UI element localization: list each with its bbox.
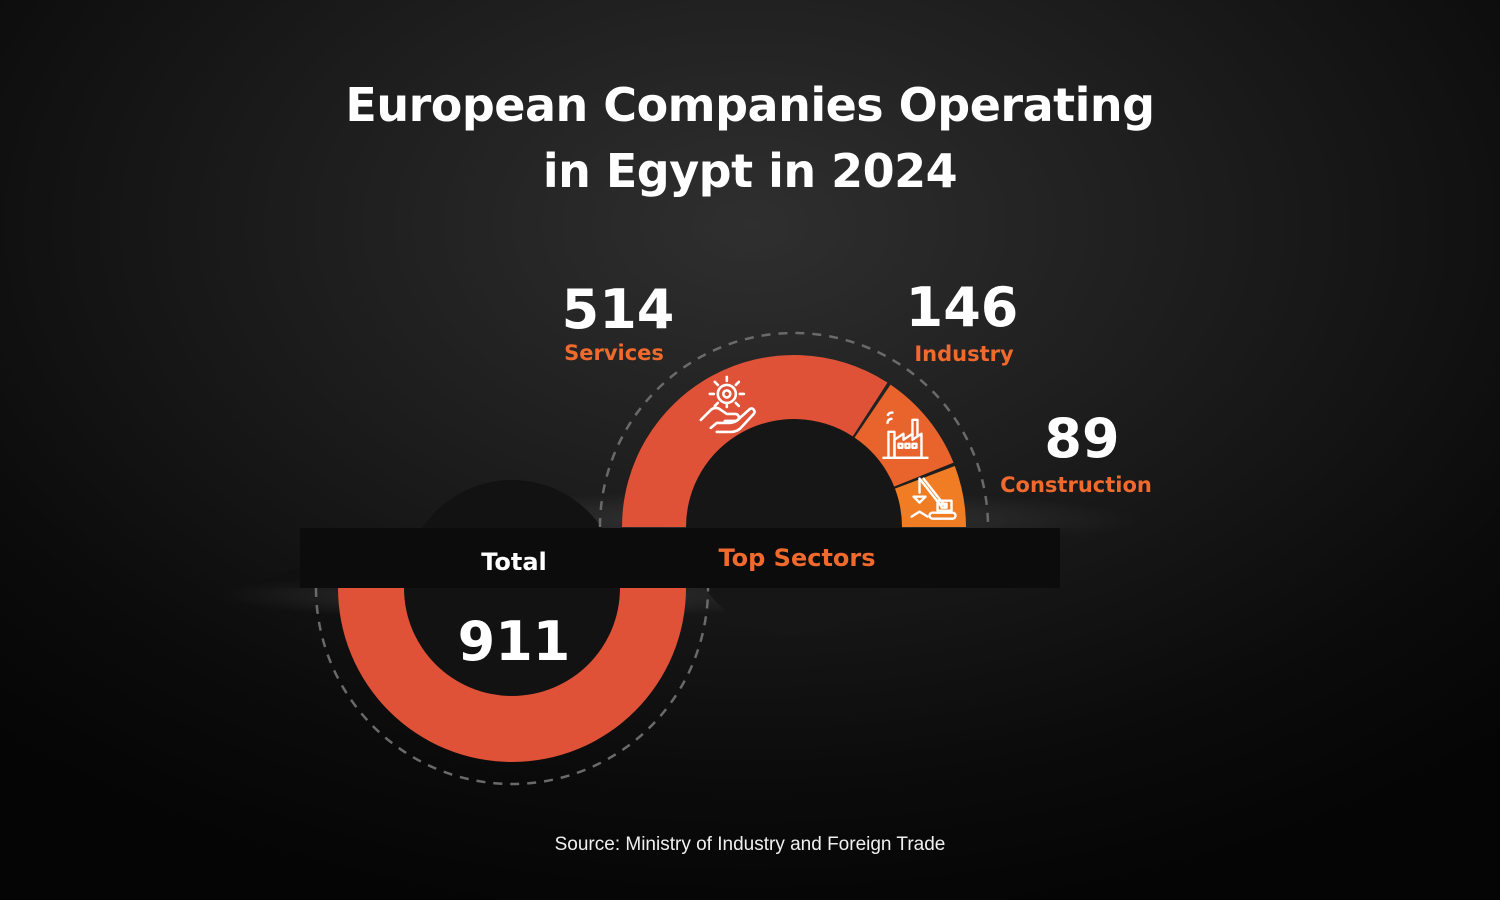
sectors-donut-hole (686, 419, 902, 635)
slice-label-services: 514 Services (562, 278, 675, 365)
label-band-core (300, 528, 1060, 588)
slice-label-construction: 89 Construction (1000, 407, 1152, 497)
factory-icon (882, 411, 929, 459)
label-services: Services (564, 341, 664, 365)
hand-gear-icon (699, 375, 756, 434)
slice-services (622, 354, 888, 527)
crane-icon (910, 477, 957, 520)
label-industry: Industry (914, 342, 1014, 366)
total-guide-arc (314, 587, 710, 786)
value-services: 514 (562, 278, 675, 341)
title-line-1: European Companies Operating (345, 78, 1155, 132)
total-value: 911 (458, 610, 571, 673)
value-construction: 89 (1044, 407, 1119, 470)
slice-total (338, 588, 686, 762)
top-sectors-label: Top Sectors (718, 544, 875, 572)
label-construction: Construction (1000, 473, 1152, 497)
value-industry: 146 (906, 276, 1019, 339)
title-line-2: in Egypt in 2024 (542, 144, 958, 198)
slice-label-industry: 146 Industry (906, 276, 1019, 366)
source-note: Source: Ministry of Industry and Foreign… (554, 834, 946, 855)
total-label: Total (481, 548, 547, 576)
sectors-guide-arc (598, 331, 990, 534)
chart-title: European Companies Operating in Egypt in… (0, 72, 1500, 204)
